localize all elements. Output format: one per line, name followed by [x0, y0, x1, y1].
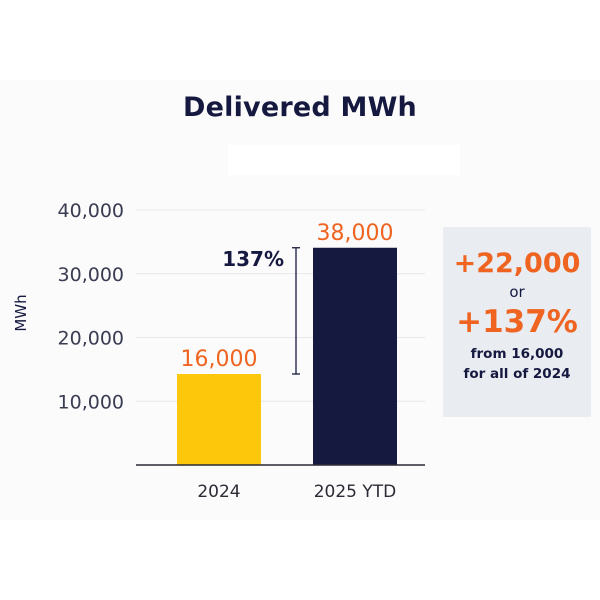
summary-callout: +22,000 or +137% from 16,000 for all of … [443, 227, 591, 417]
callout-note-line1: from 16,000 [470, 346, 564, 362]
x-tick-label: 2025 YTD [314, 482, 397, 502]
change-annotation: 137% [222, 247, 300, 375]
x-tick-label: 2024 [197, 482, 240, 502]
y-tick-labels: 10,000 20,000 30,000 40,000 [58, 200, 124, 413]
y-tick-label: 40,000 [58, 200, 124, 222]
callout-percent: +137% [456, 304, 578, 340]
blank-strip [228, 145, 460, 175]
bars [177, 247, 397, 465]
data-label: 38,000 [317, 221, 394, 246]
data-labels: 16,000 38,000 [181, 221, 394, 372]
bar-2025-ytd [313, 247, 397, 465]
callout-increase: +22,000 [453, 248, 581, 279]
data-label: 16,000 [181, 347, 258, 372]
y-tick-label: 30,000 [58, 264, 124, 286]
bar-2024 [177, 374, 261, 465]
y-tick-label: 20,000 [58, 328, 124, 350]
change-annotation-label: 137% [222, 247, 284, 271]
y-axis-label: MWh [12, 294, 30, 331]
chart-title: Delivered MWh [183, 92, 417, 123]
callout-or: or [509, 283, 525, 301]
x-tick-labels: 2024 2025 YTD [197, 482, 396, 502]
callout-note-line2: for all of 2024 [463, 366, 571, 382]
y-tick-label: 10,000 [58, 391, 124, 413]
